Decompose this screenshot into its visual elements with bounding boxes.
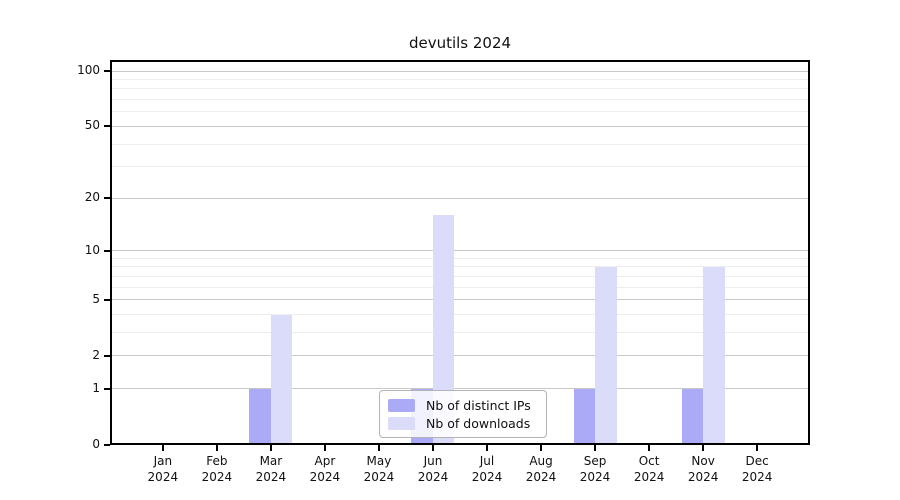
x-tick-mark xyxy=(648,445,651,451)
x-tick-label: Dec 2024 xyxy=(725,453,789,485)
x-tick-label: Mar 2024 xyxy=(239,453,303,485)
minor-gridline xyxy=(110,266,810,268)
legend-label-distinct-ips: Nb of distinct IPs xyxy=(426,397,531,413)
y-tick-label: 20 xyxy=(84,190,100,205)
x-tick-mark xyxy=(215,445,218,451)
y-tick-label: 50 xyxy=(84,118,100,133)
x-tick-mark xyxy=(540,445,543,451)
x-tick-month: May xyxy=(366,454,392,468)
major-gridline xyxy=(110,388,810,390)
x-tick-month: Feb xyxy=(206,454,228,468)
x-tick-year: 2024 xyxy=(633,470,665,484)
x-tick-label: May 2024 xyxy=(347,453,411,485)
y-tick-mark xyxy=(104,298,110,301)
x-tick-year: 2024 xyxy=(309,470,341,484)
bar-downloads xyxy=(432,215,455,445)
y-tick-mark xyxy=(104,354,110,357)
legend-swatch-distinct-ips xyxy=(388,398,415,412)
x-tick-month: Mar xyxy=(259,454,283,468)
y-tick-label: 0 xyxy=(92,437,100,451)
x-tick-mark xyxy=(161,445,164,451)
y-tick-label: 100 xyxy=(77,63,100,77)
x-tick-year: 2024 xyxy=(471,470,503,484)
x-tick-month: Nov xyxy=(691,454,715,468)
minor-gridline xyxy=(110,143,810,145)
y-tick-mark xyxy=(104,125,110,128)
x-tick-label: Oct 2024 xyxy=(617,453,681,485)
x-tick-label: Jun 2024 xyxy=(401,453,465,485)
minor-gridline xyxy=(110,275,810,277)
y-tick-mark xyxy=(104,249,110,252)
legend-item-distinct-ips: Nb of distinct IPs xyxy=(388,396,538,414)
major-gridline xyxy=(110,70,810,72)
major-gridline xyxy=(110,355,810,357)
y-tick-label: 5 xyxy=(92,291,100,306)
x-tick-mark xyxy=(269,445,272,451)
minor-gridline xyxy=(110,166,810,168)
x-tick-year: 2024 xyxy=(255,470,287,484)
x-tick-year: 2024 xyxy=(579,470,611,484)
bar-distinct-ips xyxy=(681,388,704,445)
y-tick-mark xyxy=(104,387,110,390)
y-tick-mark xyxy=(104,197,110,200)
y-tick-label: 10 xyxy=(84,242,100,257)
x-tick-year: 2024 xyxy=(525,470,557,484)
x-tick-year: 2024 xyxy=(417,470,449,484)
bar-distinct-ips xyxy=(573,388,596,445)
legend-item-downloads: Nb of downloads xyxy=(388,414,538,432)
x-tick-year: 2024 xyxy=(741,470,773,484)
x-tick-label: Jan 2024 xyxy=(131,453,195,485)
x-tick-month: Dec xyxy=(745,454,769,468)
legend: Nb of distinct IPs Nb of downloads xyxy=(379,390,547,438)
bar-downloads xyxy=(270,314,293,445)
minor-gridline xyxy=(110,111,810,113)
major-gridline xyxy=(110,125,810,127)
minor-gridline xyxy=(110,286,810,288)
bar-downloads xyxy=(703,266,725,445)
major-gridline xyxy=(110,197,810,199)
major-gridline xyxy=(110,299,810,301)
x-tick-mark xyxy=(756,445,759,451)
x-tick-year: 2024 xyxy=(201,470,233,484)
bar-downloads xyxy=(595,266,617,445)
x-tick-mark xyxy=(431,445,434,451)
x-tick-year: 2024 xyxy=(363,470,395,484)
x-tick-label: Aug 2024 xyxy=(509,453,573,485)
x-tick-label: Nov 2024 xyxy=(671,453,735,485)
minor-gridline xyxy=(110,314,810,316)
x-tick-month: Oct xyxy=(638,454,660,468)
x-tick-year: 2024 xyxy=(687,470,719,484)
x-tick-month: Jan xyxy=(153,454,173,468)
chart-title: devutils 2024 xyxy=(408,34,512,52)
legend-swatch-downloads xyxy=(388,416,415,430)
minor-gridline xyxy=(110,257,810,259)
y-tick-mark xyxy=(104,444,110,446)
x-tick-label: Sep 2024 xyxy=(563,453,627,485)
y-tick-mark xyxy=(104,70,110,72)
x-tick-mark xyxy=(594,445,597,451)
legend-label-downloads: Nb of downloads xyxy=(426,415,531,431)
x-tick-month: Aug xyxy=(529,454,553,468)
x-tick-label: Apr 2024 xyxy=(293,453,357,485)
minor-gridline xyxy=(110,332,810,334)
x-tick-month: Jun xyxy=(423,454,443,468)
x-tick-mark xyxy=(702,445,705,451)
x-tick-label: Jul 2024 xyxy=(455,453,519,485)
x-tick-month: Sep xyxy=(583,454,607,468)
x-tick-mark xyxy=(377,445,380,451)
minor-gridline xyxy=(110,99,810,101)
y-tick-label: 1 xyxy=(92,380,100,395)
minor-gridline xyxy=(110,88,810,90)
x-tick-label: Feb 2024 xyxy=(185,453,249,485)
x-tick-year: 2024 xyxy=(147,470,179,484)
major-gridline xyxy=(110,250,810,252)
x-tick-month: Apr xyxy=(314,454,336,468)
bar-distinct-ips xyxy=(249,388,271,445)
x-tick-mark xyxy=(486,445,488,451)
x-tick-month: Jul xyxy=(479,454,495,468)
minor-gridline xyxy=(110,78,810,80)
x-tick-mark xyxy=(323,445,326,451)
y-tick-label: 2 xyxy=(92,347,100,362)
